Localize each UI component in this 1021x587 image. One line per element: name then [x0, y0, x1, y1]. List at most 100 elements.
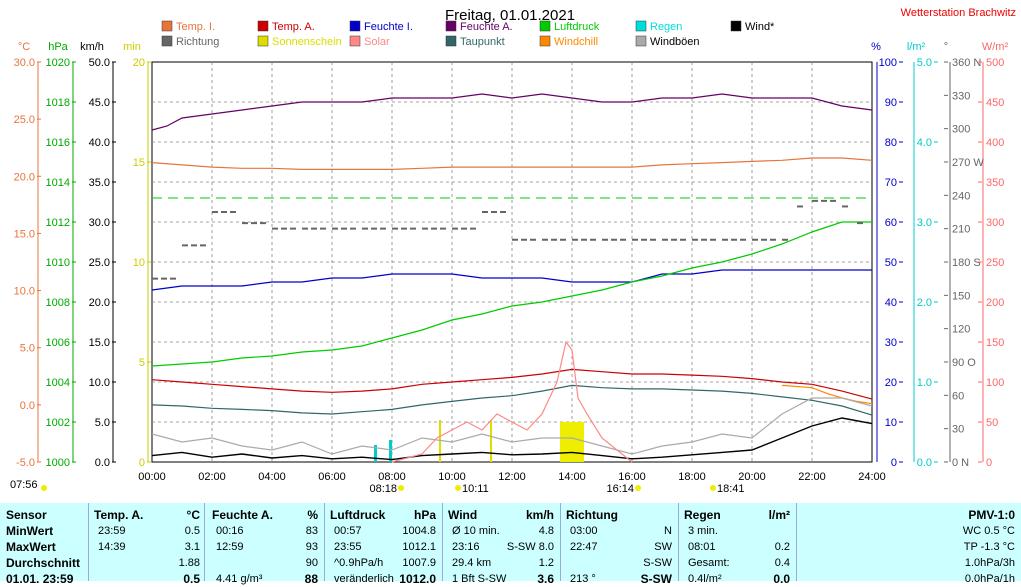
legend-swatch: [257, 20, 269, 32]
axis-tick-pressure: 1000: [46, 457, 70, 469]
regen-row-label: 3 min.: [688, 525, 718, 537]
axis-tick-humidity: 50: [885, 257, 897, 269]
legend-label: Wind*: [745, 21, 775, 33]
axis-tick-rain: 1.0: [917, 377, 932, 389]
axis-tick-wind: 40.0: [89, 137, 110, 149]
x-tick-label: 22:00: [798, 471, 826, 483]
axis-tick-humidity: 60: [885, 217, 897, 229]
x-tick-label: 04:00: [258, 471, 286, 483]
axis-tick-humidity: 30: [885, 337, 897, 349]
druck-header: Luftdruck: [330, 508, 386, 522]
series-feuchte-a-: [151, 93, 873, 131]
axis-tick-wind: 50.0: [89, 57, 110, 69]
axis-tick-wind: 15.0: [89, 337, 110, 349]
druck-row-value: 1012.0: [399, 572, 436, 586]
legend-swatch: [445, 35, 457, 47]
legend-label: Regen: [650, 21, 682, 33]
wind-row-label: Ø 10 min.: [452, 525, 500, 537]
rain-bar: [374, 445, 377, 462]
axis-tick-pressure: 1020: [46, 57, 70, 69]
legend-swatch: [257, 35, 269, 47]
druck-row-label: veränderlich: [334, 573, 394, 585]
sensor-row-min: MinWert: [6, 524, 54, 538]
axis-tick-pressure: 1004: [46, 377, 70, 389]
legend-label: Feuchte I.: [364, 21, 413, 33]
temp-row-value: 0.5: [184, 525, 200, 537]
sensor-row-avg: Durchschnitt: [6, 556, 81, 570]
axis-tick-humidity: 20: [885, 377, 897, 389]
x-tick-label: 12:00: [498, 471, 526, 483]
axis-tick-direction: 270 W: [952, 157, 984, 169]
sun-event-label: 08:18: [369, 483, 397, 495]
axis-tick-direction: 0 N: [952, 457, 969, 469]
axis-tick-solar: 200: [986, 297, 1004, 309]
axis-tick-sun: 5: [139, 357, 145, 369]
x-tick-label: 24:00: [858, 471, 886, 483]
druck-row-label: 00:57: [334, 525, 362, 537]
legend-swatch: [349, 35, 361, 47]
regen-unit: l/m²: [768, 508, 790, 522]
axis-tick-humidity: 100: [879, 57, 897, 69]
legend-swatch: [539, 35, 551, 47]
druck-row-value: 1004.8: [402, 525, 436, 537]
sun-event-marker: [710, 485, 716, 491]
legend-swatch: [730, 20, 742, 32]
wind-row-value: 4.8: [538, 525, 554, 537]
feuchte-unit: %: [307, 508, 318, 522]
axis-tick-sun: 10: [133, 257, 145, 269]
axis-tick-solar: 50: [986, 417, 998, 429]
axis-tick-solar: 0: [986, 457, 992, 469]
legend-swatch: [635, 35, 647, 47]
wind-row-value: S-SW 8.0: [506, 541, 554, 553]
axis-tick-temp: 10.0: [14, 286, 35, 298]
legend-label: Windchill: [554, 36, 598, 48]
druck-row-value: 1012.1: [402, 541, 436, 553]
axis-tick-rain: 5.0: [917, 57, 932, 69]
axis-unit-pressure: hPa: [48, 41, 68, 53]
x-tick-label: 18:00: [678, 471, 706, 483]
axis-tick-pressure: 1002: [46, 417, 70, 429]
axis-tick-humidity: 40: [885, 297, 897, 309]
axis-tick-wind: 35.0: [89, 177, 110, 189]
axis-tick-wind: 25.0: [89, 257, 110, 269]
sun-event-marker: [398, 485, 404, 491]
temp-row-label: 14:39: [98, 541, 126, 553]
axis-unit-wind: km/h: [80, 41, 104, 53]
regen-row-value: 0.0: [773, 572, 790, 586]
axis-tick-solar: 450: [986, 97, 1004, 109]
axis-tick-humidity: 90: [885, 97, 897, 109]
series-solar: [391, 340, 633, 463]
richtung-row-value: SW: [654, 541, 672, 553]
axis-tick-humidity: 70: [885, 177, 897, 189]
wind-row-label: 23:16: [452, 541, 480, 553]
wind-header: Wind: [448, 508, 478, 522]
pmv-column: PMV-1:0 WC 0.5 °C TP -1.3 °C 1.0hPa/3h 0…: [880, 503, 1015, 585]
pmv-windchill: WC 0.5 °C: [962, 525, 1015, 537]
axis-tick-solar: 500: [986, 57, 1004, 69]
humidity-column: Feuchte A.% 00:16 83 12:59 93 90 4.41 g/m³ 88: [212, 503, 318, 586]
rain-column: Regen l/m² 3 min. 08:01 0.2 Gesamt: 0.4 0.4l/m²…: [684, 503, 790, 586]
wind-row-label: 29.4 km: [452, 557, 492, 569]
regen-row-label: 0.4l/m²: [688, 573, 722, 585]
axis-tick-pressure: 1006: [46, 337, 70, 349]
x-tick-label: 14:00: [558, 471, 586, 483]
axis-tick-sun: 15: [133, 157, 145, 169]
direction-column: Richtung 03:00 N 22:47 SW S-SW 213 ° S-SW: [566, 503, 672, 586]
legend-swatch: [539, 20, 551, 32]
feuchte-row-value: 88: [304, 572, 318, 586]
axis-tick-solar: 150: [986, 337, 1004, 349]
series-feuchte-i-: [151, 269, 872, 291]
x-tick-label: 08:00: [378, 471, 406, 483]
axis-tick-rain: 2.0: [917, 297, 932, 309]
sensor-header: Sensor: [6, 508, 47, 522]
x-tick-label: 10:00: [438, 471, 466, 483]
axis-tick-pressure: 1010: [46, 257, 70, 269]
axis-tick-temp: 15.0: [14, 228, 35, 240]
legend-swatch: [161, 35, 173, 47]
druck-row-label: 23:55: [334, 541, 362, 553]
legend-swatch: [635, 20, 647, 32]
legend-label: Temp. I.: [176, 21, 215, 33]
feuchte-row-label: 12:59: [216, 541, 244, 553]
series-taupunkt: [151, 384, 873, 416]
axis-unit-temp: °C: [18, 41, 30, 53]
